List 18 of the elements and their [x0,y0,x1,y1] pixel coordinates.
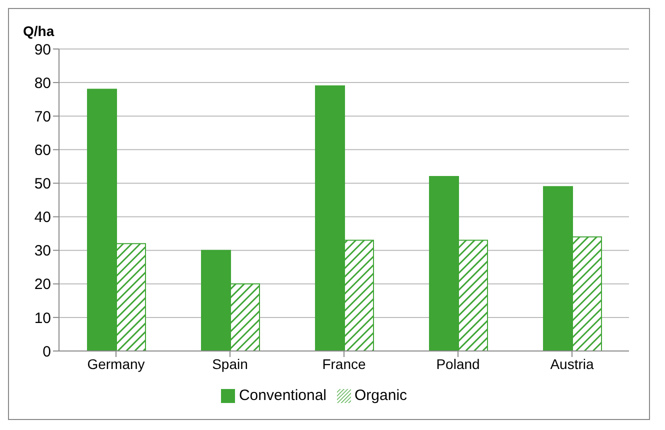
y-tick-label: 80 [34,74,51,92]
y-tick-label: 70 [34,108,51,126]
x-tick-label: Poland [436,356,480,372]
x-tick-label: Germany [87,356,145,372]
legend-label: Conventional [238,387,327,404]
x-tick-label: Austria [550,356,594,372]
y-tick-label: 90 [34,41,51,58]
x-tick-label: Spain [212,356,248,372]
y-tick-label: 50 [34,176,51,193]
legend-label: Organic [354,387,408,404]
y-tick-label: 20 [34,276,51,294]
y-tick-label: 10 [34,310,51,327]
y-tick-label: 0 [42,343,51,360]
y-axis-title: Q/ha [23,23,54,39]
y-tick-label: 40 [34,209,51,226]
y-tick-label: 30 [34,242,51,260]
x-tick-label: France [322,356,366,372]
y-tick-label: 60 [34,142,51,159]
